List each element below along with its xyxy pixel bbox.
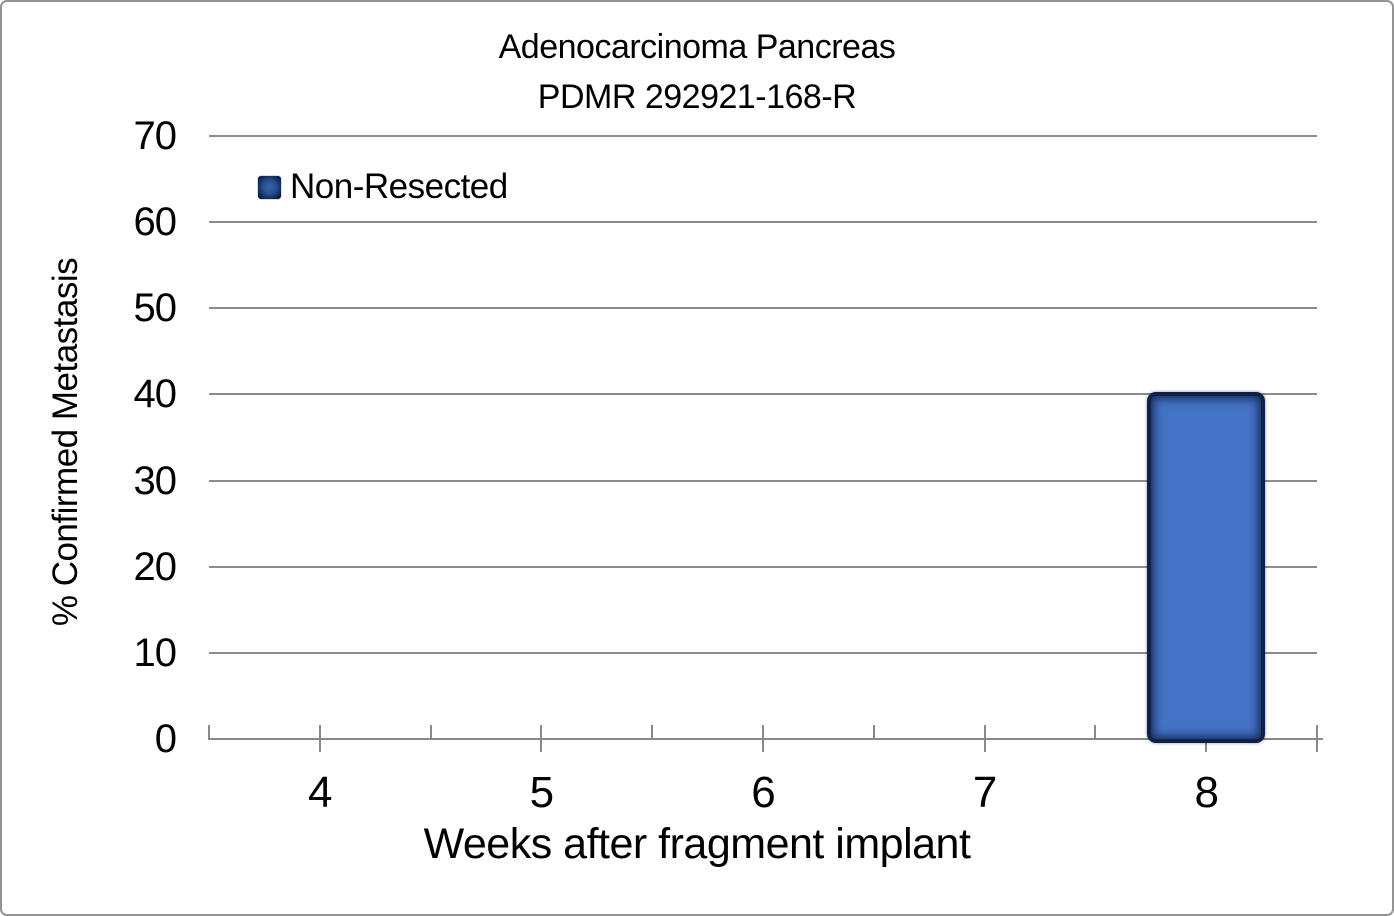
y-tick-label: 30 bbox=[133, 458, 178, 503]
x-tick-label: 7 bbox=[972, 768, 997, 817]
x-minor-tick bbox=[208, 725, 210, 740]
legend-label: Non-Resected bbox=[290, 167, 508, 206]
legend-swatch-icon bbox=[258, 175, 281, 199]
y-gridline bbox=[209, 393, 1317, 396]
y-gridline bbox=[209, 651, 1317, 654]
x-major-tick bbox=[318, 725, 321, 752]
x-tick-label: 4 bbox=[308, 768, 332, 817]
y-tick-label: 60 bbox=[133, 200, 178, 245]
y-gridline bbox=[209, 565, 1317, 568]
x-minor-tick bbox=[651, 725, 654, 740]
x-major-tick bbox=[983, 725, 986, 752]
y-gridline bbox=[209, 221, 1317, 224]
legend: Non-Resected bbox=[258, 167, 508, 207]
chart-title-line1: Adenocarcinoma Pancreas bbox=[498, 28, 896, 66]
y-tick-label: 40 bbox=[133, 372, 178, 417]
x-minor-tick bbox=[429, 725, 432, 740]
chart-title: Adenocarcinoma Pancreas PDMR 292921-168-… bbox=[2, 22, 1392, 122]
y-tick-label: 50 bbox=[133, 286, 178, 331]
y-gridline bbox=[209, 479, 1317, 482]
x-minor-tick bbox=[1094, 725, 1097, 740]
y-gridline bbox=[209, 135, 1317, 137]
x-major-tick bbox=[762, 725, 764, 752]
y-tick-label: 20 bbox=[133, 544, 178, 589]
x-minor-tick bbox=[1316, 725, 1318, 752]
y-tick-label: 0 bbox=[154, 717, 177, 761]
y-gridline bbox=[209, 307, 1317, 310]
x-axis-line bbox=[209, 738, 1323, 740]
x-minor-tick bbox=[872, 725, 875, 740]
y-tick-label: 70 bbox=[133, 114, 178, 158]
x-major-tick bbox=[540, 725, 543, 752]
x-axis-title: Weeks after fragment implant bbox=[423, 820, 971, 868]
bar-non-resected bbox=[1147, 392, 1266, 743]
y-tick-label: 10 bbox=[133, 630, 178, 675]
chart-title-line2: PDMR 292921-168-R bbox=[537, 78, 857, 116]
x-tick-label: 6 bbox=[751, 768, 775, 817]
x-tick-label: 8 bbox=[1194, 768, 1218, 817]
x-tick-label: 5 bbox=[529, 768, 554, 817]
